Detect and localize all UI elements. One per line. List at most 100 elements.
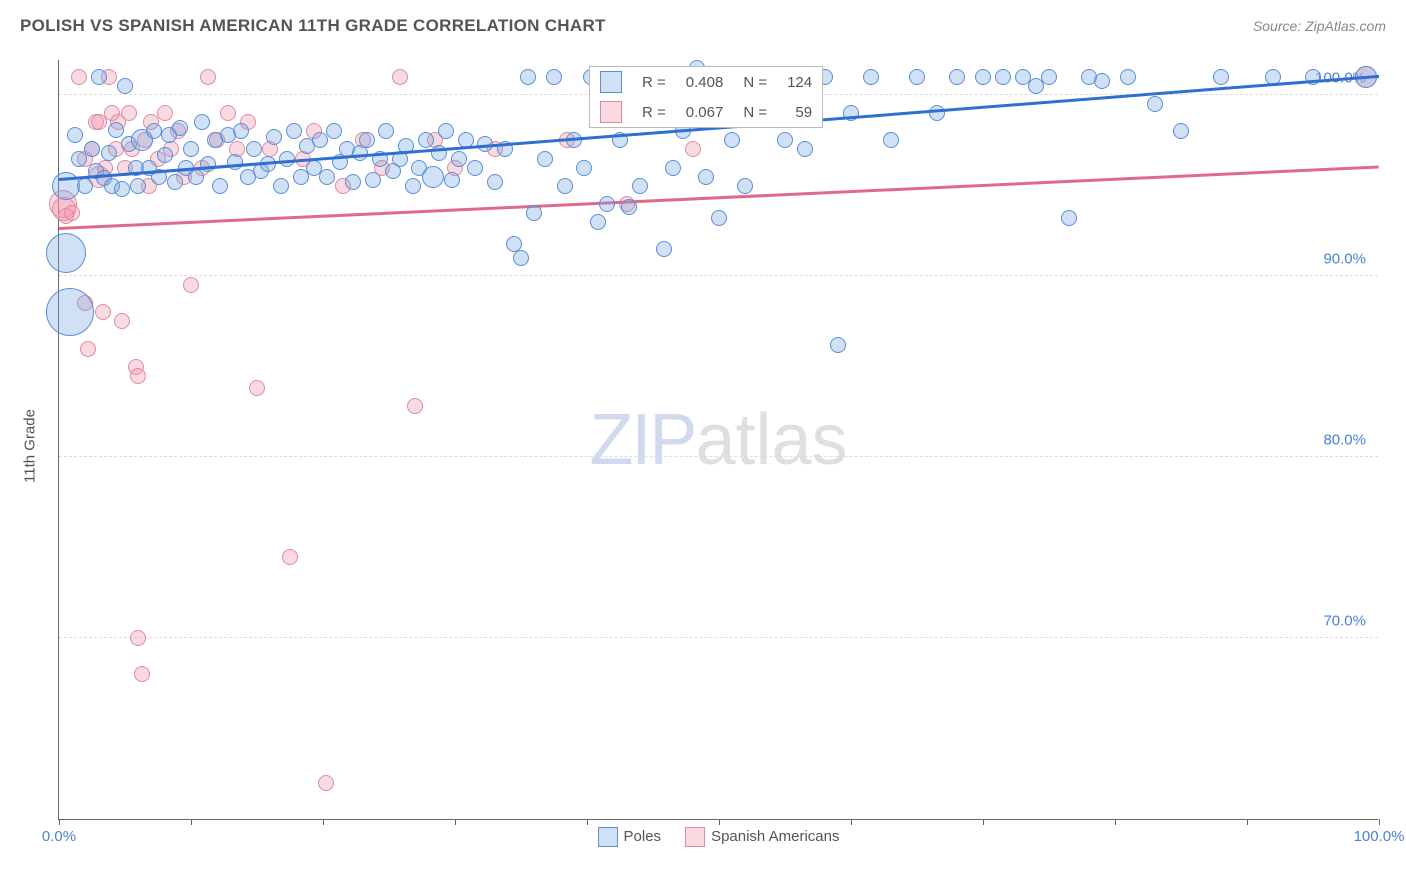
legend-item: Poles	[598, 827, 662, 847]
scatter-point	[590, 214, 606, 230]
scatter-point	[537, 151, 553, 167]
gridline	[59, 637, 1378, 638]
scatter-point	[1061, 210, 1077, 226]
x-tick-mark	[191, 819, 192, 825]
scatter-point	[167, 174, 183, 190]
scatter-point	[46, 233, 86, 273]
scatter-point	[392, 69, 408, 85]
x-tick-mark	[323, 819, 324, 825]
scatter-point	[130, 630, 146, 646]
scatter-point	[378, 123, 394, 139]
scatter-point	[520, 69, 536, 85]
scatter-point	[632, 178, 648, 194]
scatter-point	[121, 105, 137, 121]
source-label: Source: ZipAtlas.com	[1253, 18, 1386, 34]
y-tick-label: 80.0%	[1323, 432, 1366, 449]
scatter-point	[200, 156, 216, 172]
scatter-point	[84, 141, 100, 157]
scatter-point	[91, 69, 107, 85]
scatter-point	[266, 129, 282, 145]
scatter-point	[273, 178, 289, 194]
scatter-point	[130, 368, 146, 384]
scatter-point	[318, 775, 334, 791]
scatter-point	[365, 172, 381, 188]
y-tick-label: 70.0%	[1323, 613, 1366, 630]
x-tick-mark	[587, 819, 588, 825]
scatter-point	[949, 69, 965, 85]
scatter-point	[67, 127, 83, 143]
scatter-point	[1120, 69, 1136, 85]
gridline	[59, 275, 1378, 276]
scatter-point	[117, 78, 133, 94]
gridline	[59, 456, 1378, 457]
x-tick-label: 0.0%	[42, 828, 76, 845]
x-tick-mark	[455, 819, 456, 825]
x-tick-mark	[1115, 819, 1116, 825]
x-tick-mark	[1247, 819, 1248, 825]
scatter-point	[929, 105, 945, 121]
scatter-point	[599, 196, 615, 212]
scatter-point	[286, 123, 302, 139]
scatter-point	[114, 181, 130, 197]
x-tick-label: 100.0%	[1354, 828, 1405, 845]
scatter-point	[1094, 73, 1110, 89]
scatter-point	[407, 398, 423, 414]
scatter-point	[975, 69, 991, 85]
scatter-point	[249, 380, 265, 396]
scatter-point	[724, 132, 740, 148]
scatter-point	[64, 205, 80, 221]
scatter-point	[233, 123, 249, 139]
x-tick-mark	[983, 819, 984, 825]
scatter-point	[108, 122, 124, 138]
scatter-plot: ZIPatlas 70.0%80.0%90.0%100.0%0.0%100.0%…	[58, 60, 1378, 820]
scatter-point	[737, 178, 753, 194]
scatter-point	[46, 288, 94, 336]
scatter-point	[418, 132, 434, 148]
scatter-point	[995, 69, 1011, 85]
scatter-point	[883, 132, 899, 148]
scatter-point	[80, 341, 96, 357]
scatter-point	[134, 666, 150, 682]
scatter-point	[157, 147, 173, 163]
scatter-point	[183, 141, 199, 157]
scatter-point	[279, 151, 295, 167]
x-tick-mark	[851, 819, 852, 825]
scatter-point	[656, 241, 672, 257]
scatter-point	[451, 151, 467, 167]
scatter-point	[467, 160, 483, 176]
scatter-point	[326, 123, 342, 139]
scatter-point	[621, 199, 637, 215]
legend-stats: R =0.408N =124R =0.067N =59	[589, 66, 823, 128]
scatter-point	[95, 304, 111, 320]
scatter-point	[576, 160, 592, 176]
scatter-point	[526, 205, 542, 221]
scatter-point	[227, 154, 243, 170]
scatter-point	[114, 313, 130, 329]
scatter-point	[183, 277, 199, 293]
scatter-point	[830, 337, 846, 353]
scatter-point	[282, 549, 298, 565]
scatter-point	[101, 145, 117, 161]
scatter-point	[71, 69, 87, 85]
scatter-point	[319, 169, 335, 185]
scatter-point	[777, 132, 793, 148]
scatter-point	[438, 123, 454, 139]
scatter-point	[157, 105, 173, 121]
scatter-point	[146, 123, 162, 139]
watermark: ZIPatlas	[589, 399, 847, 481]
scatter-point	[212, 178, 228, 194]
scatter-point	[422, 166, 444, 188]
scatter-point	[665, 160, 681, 176]
scatter-point	[1213, 69, 1229, 85]
legend-item: Spanish Americans	[685, 827, 839, 847]
scatter-point	[909, 69, 925, 85]
scatter-point	[685, 141, 701, 157]
scatter-point	[405, 178, 421, 194]
scatter-point	[711, 210, 727, 226]
scatter-point	[487, 174, 503, 190]
y-axis-label: 11th Grade	[22, 409, 39, 483]
scatter-point	[513, 250, 529, 266]
y-tick-label: 90.0%	[1323, 251, 1366, 268]
scatter-point	[77, 178, 93, 194]
scatter-point	[172, 120, 188, 136]
